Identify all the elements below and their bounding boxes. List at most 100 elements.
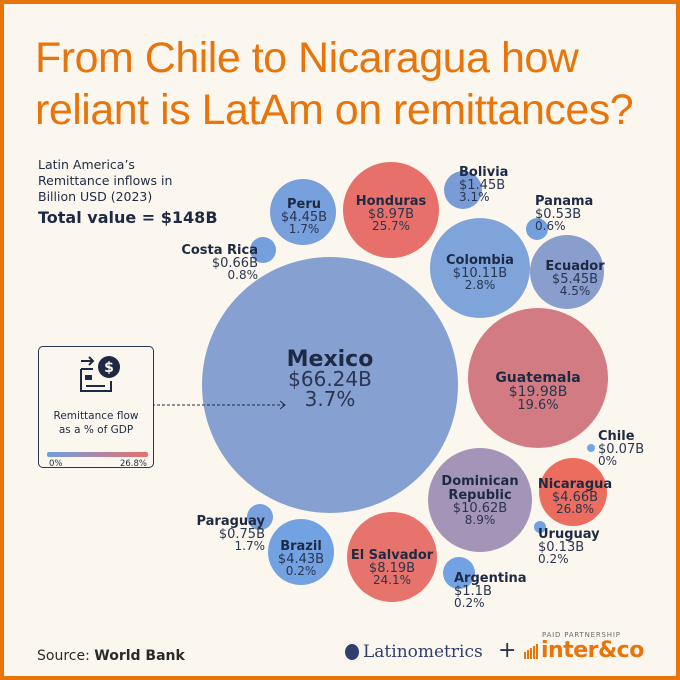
bubble-group-bolivia xyxy=(444,171,482,209)
bubble-label-value: $4.45B xyxy=(281,210,327,225)
bubble-label-value: $0.66B xyxy=(212,256,258,271)
legend-min-label: 0% xyxy=(49,459,63,469)
bubble-group-dominican-republic xyxy=(428,448,532,552)
bubble-label-gdp-pct: 1.7% xyxy=(289,222,320,236)
bubble-label-gdp-pct: 25.7% xyxy=(372,219,410,233)
bubble-label-value: $8.19B xyxy=(369,561,415,576)
bubble-label-gdp-pct: 4.5% xyxy=(560,284,591,298)
bubble-bolivia xyxy=(444,171,482,209)
bubble-group-colombia xyxy=(430,218,530,318)
bubble-label-name: El Salvador xyxy=(351,548,434,563)
money-transfer-card-icon: $ xyxy=(80,356,120,392)
bubble-label-name: Panama xyxy=(535,194,593,209)
bubble-colombia xyxy=(430,218,530,318)
inter-co-logo: inter&co xyxy=(523,638,644,663)
bubble-label-value: $10.11B xyxy=(453,266,507,281)
bubble-label-name: Republic xyxy=(448,488,511,503)
bubble-label-value: $4.43B xyxy=(278,552,324,567)
bubble-chile xyxy=(587,444,595,452)
bubble-label-name: Bolivia xyxy=(459,165,508,180)
bubble-label-gdp-pct: 3.1% xyxy=(459,190,490,204)
bubble-label-name: Dominican xyxy=(441,474,518,489)
bubble-label-gdp-pct: 0.2% xyxy=(538,552,569,566)
bubble-label-gdp-pct: 2.8% xyxy=(465,278,496,292)
bubble-group-mexico xyxy=(202,257,458,513)
bubble-label-gdp-pct: 0% xyxy=(598,454,617,468)
bubble-label-name: Nicaragua xyxy=(538,477,612,492)
bubble-group-nicaragua xyxy=(539,458,607,526)
legend-title-line: as a % of GDP xyxy=(58,424,134,436)
bubble-label-value: $1.45B xyxy=(459,178,505,193)
bubble-label-name: Honduras xyxy=(356,194,427,209)
bubble-panama xyxy=(526,218,548,240)
bubble-label-gdp-pct: 24.1% xyxy=(373,573,411,587)
bubble-label-name: Uruguay xyxy=(538,527,600,542)
subtitle-line: Remittance inflows in xyxy=(38,173,173,188)
bubble-label-value: $19.98B xyxy=(509,384,568,400)
subtitle-line: Billion USD (2023) xyxy=(38,189,153,204)
plus-sign: + xyxy=(498,638,517,663)
bubble-label-gdp-pct: 8.9% xyxy=(465,513,496,527)
bubble-label-value: $5.45B xyxy=(552,272,598,287)
bubble-label-gdp-pct: 3.7% xyxy=(305,387,356,411)
bubble-label-name: Paraguay xyxy=(196,514,265,529)
bubble-label-value: $1.1B xyxy=(454,584,492,599)
subtitle-line: Latin America’s xyxy=(38,157,135,172)
bubble-mexico xyxy=(202,257,458,513)
bubble-label-gdp-pct: 0.2% xyxy=(286,564,317,578)
bubble-label-gdp-pct: 26.8% xyxy=(556,502,594,516)
arrowhead-icon xyxy=(279,400,286,410)
bubble-label-value: $0.75B xyxy=(219,527,265,542)
bubble-group-panama xyxy=(526,218,548,240)
bubble-label-name: Peru xyxy=(287,197,321,212)
bubble-group-argentina xyxy=(443,557,475,589)
bubble-brazil xyxy=(268,519,334,585)
bubble-label-name: Costa Rica xyxy=(181,243,258,258)
bubble-ecuador xyxy=(530,235,604,309)
inter-co-wordmark: inter&co xyxy=(541,638,644,663)
bubble-label-value: $0.53B xyxy=(535,207,581,222)
bubble-nicaragua xyxy=(539,458,607,526)
bubble-label-name: Argentina xyxy=(454,571,527,586)
total-value: Total value = $148B xyxy=(38,208,218,227)
bubble-peru xyxy=(270,179,336,245)
bubble-label-name: Mexico xyxy=(287,347,374,372)
bubble-group-chile xyxy=(587,444,595,452)
bubble-label-value: $8.97B xyxy=(368,207,414,222)
bubble-label-value: $4.66B xyxy=(552,490,598,505)
bubble-label-gdp-pct: 0.6% xyxy=(535,219,566,233)
bubble-guatemala xyxy=(468,308,608,448)
bubble-label-value: $10.62B xyxy=(453,501,507,516)
legend-max-label: 26.8% xyxy=(119,459,147,469)
bubble-dominican-republic xyxy=(428,448,532,552)
svg-text:$: $ xyxy=(104,360,114,376)
bubble-label-name: Ecuador xyxy=(545,259,605,274)
bubble-label-gdp-pct: 0.8% xyxy=(228,268,259,282)
bubble-group-ecuador xyxy=(530,235,604,309)
bubble-group-uruguay xyxy=(534,521,546,533)
source-name: World Bank xyxy=(94,648,185,664)
bubble-honduras xyxy=(343,162,439,258)
bubble-group-paraguay xyxy=(247,504,273,530)
bubble-group-peru xyxy=(270,179,336,245)
bubble-costa-rica xyxy=(250,237,276,263)
bubble-paraguay xyxy=(247,504,273,530)
legend: $ Remittance flow as a % of GDP 0% 26.8% xyxy=(38,346,154,469)
bubble-group-brazil xyxy=(268,519,334,585)
bubble-argentina xyxy=(443,557,475,589)
bubble-el-salvador xyxy=(347,512,437,602)
bubble-label-name: Guatemala xyxy=(495,370,580,386)
chart-subtitle: Latin America’s Remittance inflows in Bi… xyxy=(38,157,172,205)
bubble-label-name: Chile xyxy=(598,429,635,444)
page-title: From Chile to Nicaragua how reliant is L… xyxy=(35,34,634,134)
bubble-label-value: $0.07B xyxy=(598,442,644,457)
legend-title-line: Remittance flow xyxy=(53,410,139,422)
legend-gradient-bar xyxy=(47,452,148,457)
bubble-group-el-salvador xyxy=(347,512,437,602)
bubble-group-guatemala xyxy=(468,308,608,448)
bubble-label-name: Colombia xyxy=(446,253,514,268)
latinometrics-wordmark: Latinometrics xyxy=(363,642,483,662)
latinometrics-logo: Latinometrics xyxy=(345,642,483,662)
